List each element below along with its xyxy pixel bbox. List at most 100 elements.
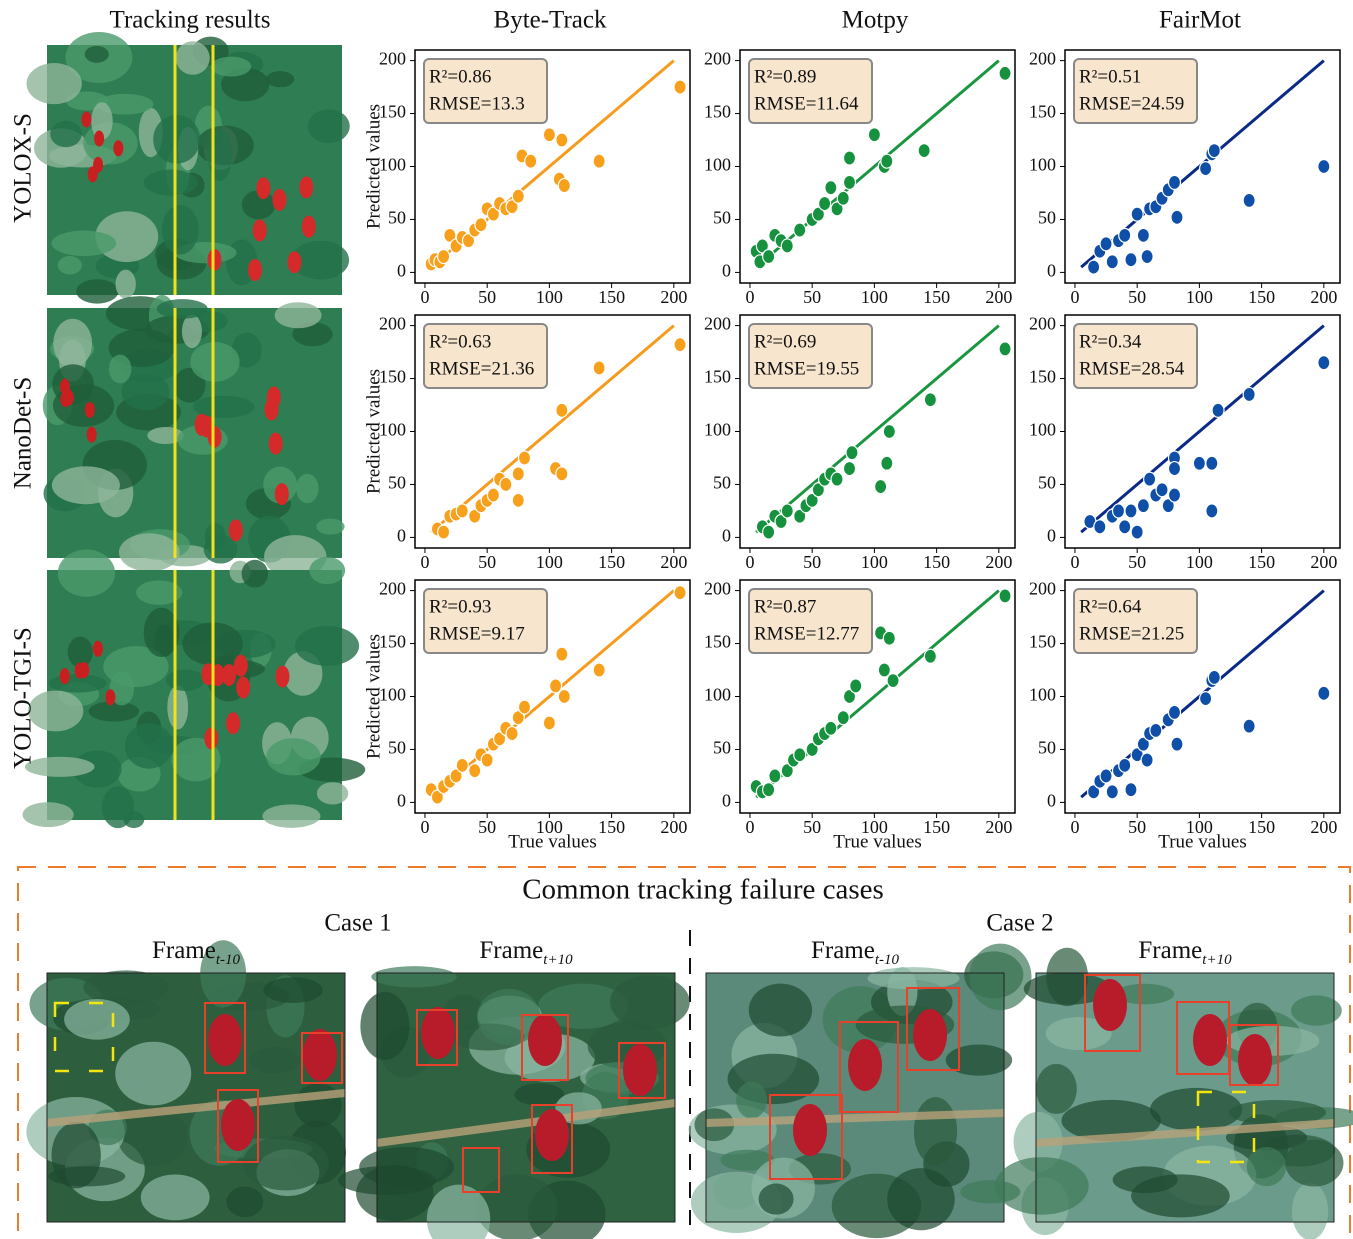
leaf bbox=[291, 240, 350, 280]
tomato bbox=[59, 668, 70, 685]
point bbox=[499, 476, 513, 493]
y-tick-label: 200 bbox=[704, 49, 731, 69]
track-box bbox=[839, 1021, 899, 1113]
row-label: NanoDet-S bbox=[10, 377, 37, 489]
point bbox=[437, 248, 451, 265]
leaf bbox=[143, 169, 198, 196]
frame-text: Frame bbox=[1138, 937, 1202, 964]
leaf bbox=[121, 373, 170, 411]
frame-subscript: t-10 bbox=[875, 952, 900, 968]
tomato bbox=[92, 640, 103, 657]
annotation: RMSE=24.59 bbox=[1079, 93, 1184, 114]
point bbox=[455, 503, 469, 519]
point bbox=[673, 79, 687, 95]
tomato bbox=[63, 389, 74, 406]
y-tick-label: 200 bbox=[379, 314, 406, 334]
leaf bbox=[109, 671, 135, 706]
point bbox=[768, 768, 782, 784]
leaf bbox=[294, 625, 360, 666]
point bbox=[468, 763, 482, 779]
y-tick-label: 150 bbox=[704, 632, 731, 652]
leaf bbox=[57, 549, 116, 597]
leaf bbox=[24, 756, 95, 777]
point bbox=[505, 199, 519, 215]
annotation: RMSE=9.17 bbox=[429, 623, 525, 644]
leaf bbox=[1114, 983, 1175, 1005]
leaf bbox=[115, 1041, 192, 1106]
leaf bbox=[1149, 1087, 1243, 1132]
tomato bbox=[264, 398, 279, 421]
point bbox=[1170, 736, 1184, 752]
failure-image bbox=[688, 943, 1032, 1239]
leaf bbox=[758, 1183, 794, 1215]
y-tick-label: 50 bbox=[388, 738, 406, 758]
tracking-image bbox=[22, 549, 366, 829]
x-tick-label: 150 bbox=[923, 817, 950, 837]
point bbox=[1199, 691, 1213, 707]
leaf bbox=[307, 109, 350, 144]
x-tick-label: 0 bbox=[1070, 287, 1079, 307]
tomato bbox=[275, 665, 290, 688]
point bbox=[1136, 498, 1150, 514]
point bbox=[874, 478, 888, 495]
leaf bbox=[867, 967, 960, 990]
point bbox=[449, 768, 463, 784]
point bbox=[1118, 519, 1132, 535]
annotation: R²=0.64 bbox=[1079, 596, 1142, 617]
track-box bbox=[462, 1147, 500, 1193]
annotation: R²=0.63 bbox=[429, 331, 491, 352]
point bbox=[793, 222, 807, 238]
failure-image bbox=[337, 966, 690, 1239]
point bbox=[1167, 487, 1182, 503]
point bbox=[811, 206, 825, 222]
track-box bbox=[1229, 1024, 1279, 1086]
leaf bbox=[171, 737, 221, 782]
point bbox=[842, 174, 857, 190]
y-tick-label: 0 bbox=[1047, 526, 1056, 546]
column-header: FairMot bbox=[1159, 7, 1241, 34]
leaf bbox=[266, 71, 295, 88]
point bbox=[511, 710, 525, 726]
leaf bbox=[153, 114, 201, 164]
tracking-image bbox=[26, 32, 350, 304]
y-tick-label: 0 bbox=[722, 526, 731, 546]
x-tick-label: 100 bbox=[536, 552, 563, 572]
point bbox=[1167, 704, 1182, 720]
point bbox=[917, 143, 931, 159]
x-tick-label: 200 bbox=[985, 817, 1012, 837]
leaf bbox=[1246, 1146, 1287, 1187]
tomato bbox=[268, 432, 283, 455]
image-frame bbox=[376, 972, 676, 1223]
leaf bbox=[720, 1149, 775, 1171]
leaf bbox=[1035, 1063, 1077, 1114]
point bbox=[1192, 455, 1206, 471]
point bbox=[780, 763, 794, 779]
annotation: R²=0.34 bbox=[1079, 331, 1142, 352]
leaf bbox=[316, 782, 349, 805]
annotation-box bbox=[1073, 588, 1198, 654]
y-tick-label: 50 bbox=[713, 473, 731, 493]
leaf bbox=[969, 943, 1032, 1011]
fit-line bbox=[1080, 324, 1325, 534]
x-axis-label: True values bbox=[1158, 831, 1247, 852]
point bbox=[1105, 254, 1119, 270]
tomato bbox=[105, 689, 116, 706]
annotation-box bbox=[748, 588, 873, 654]
y-tick-label: 150 bbox=[704, 102, 731, 122]
y-tick-label: 200 bbox=[1029, 579, 1056, 599]
x-tick-label: 50 bbox=[478, 817, 496, 837]
y-axis-label: Predicted values bbox=[363, 369, 384, 494]
leaf bbox=[1112, 1166, 1178, 1194]
leaf bbox=[477, 988, 541, 1046]
tomato bbox=[256, 177, 271, 200]
point bbox=[1136, 227, 1150, 243]
tomato bbox=[1193, 1014, 1227, 1066]
tomato bbox=[84, 401, 95, 418]
point bbox=[998, 65, 1012, 81]
x-tick-label: 200 bbox=[660, 552, 687, 572]
point bbox=[468, 508, 482, 524]
leaf bbox=[200, 940, 247, 1008]
point bbox=[755, 238, 769, 254]
x-tick-label: 200 bbox=[660, 817, 687, 837]
x-tick-label: 100 bbox=[1186, 552, 1213, 572]
